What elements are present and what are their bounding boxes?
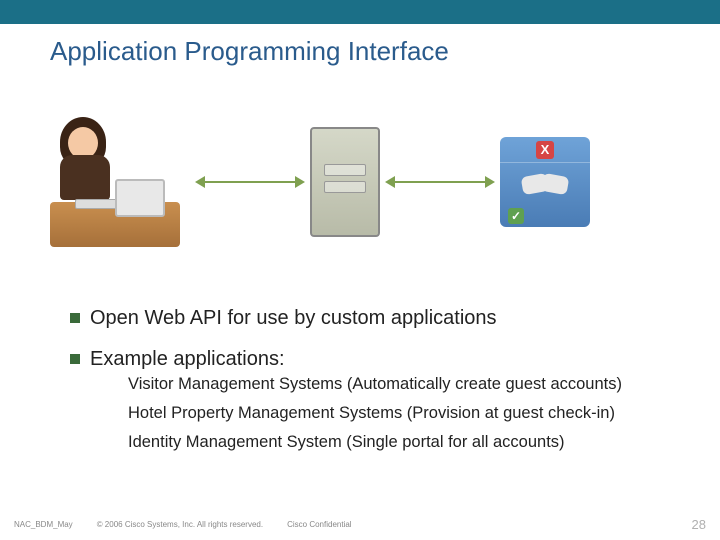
arrow-head-right-icon (485, 176, 495, 188)
check-mark-icon: ✓ (508, 208, 524, 224)
person-body (60, 155, 110, 200)
auth-deny-row: X (500, 137, 590, 163)
server-icon (310, 127, 380, 237)
bullet-item: Open Web API for use by custom applicati… (70, 307, 720, 330)
auth-handshake-icon: X ✓ (500, 137, 590, 227)
arrow-line (393, 181, 487, 183)
handshake-row (500, 163, 590, 205)
sub-bullet-item: Visitor Management Systems (Automaticall… (128, 375, 720, 394)
bullet-list: Open Web API for use by custom applicati… (70, 307, 720, 452)
arrow-head-right-icon (295, 176, 305, 188)
page-number: 28 (692, 517, 706, 532)
footer-copyright: © 2006 Cisco Systems, Inc. All rights re… (97, 520, 263, 529)
slide-footer: NAC_BDM_May © 2006 Cisco Systems, Inc. A… (0, 517, 720, 532)
auth-allow-row: ✓ (500, 205, 590, 227)
top-accent-bar (0, 0, 720, 24)
bidirectional-arrow-icon (385, 179, 495, 185)
sub-bullet-list: Visitor Management Systems (Automaticall… (128, 375, 720, 452)
monitor-icon (115, 179, 165, 217)
person-at-desk-icon (40, 107, 190, 257)
sub-bullet-item: Identity Management System (Single porta… (128, 433, 720, 452)
keyboard-icon (75, 199, 120, 209)
arrow-line (203, 181, 297, 183)
slide-title: Application Programming Interface (50, 36, 720, 67)
bullet-item: Example applications: Visitor Management… (70, 348, 720, 452)
x-mark-icon: X (536, 141, 554, 159)
sub-bullet-item: Hotel Property Management Systems (Provi… (128, 404, 720, 423)
illustration-row: X ✓ (40, 97, 720, 267)
footer-confidential: Cisco Confidential (287, 520, 351, 529)
bullet-text: Example applications: (90, 348, 285, 370)
footer-code: NAC_BDM_May (14, 520, 73, 529)
bidirectional-arrow-icon (195, 179, 305, 185)
hand-right (541, 173, 570, 195)
handshake-icon (520, 171, 570, 197)
